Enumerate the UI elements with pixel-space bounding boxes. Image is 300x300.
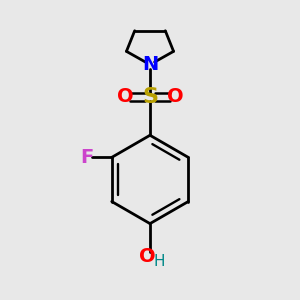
Text: N: N xyxy=(142,55,158,74)
Text: S: S xyxy=(142,87,158,107)
Text: F: F xyxy=(80,148,93,167)
Text: O: O xyxy=(139,247,156,266)
Text: H: H xyxy=(154,254,165,269)
Text: O: O xyxy=(167,88,183,106)
Text: O: O xyxy=(117,88,133,106)
